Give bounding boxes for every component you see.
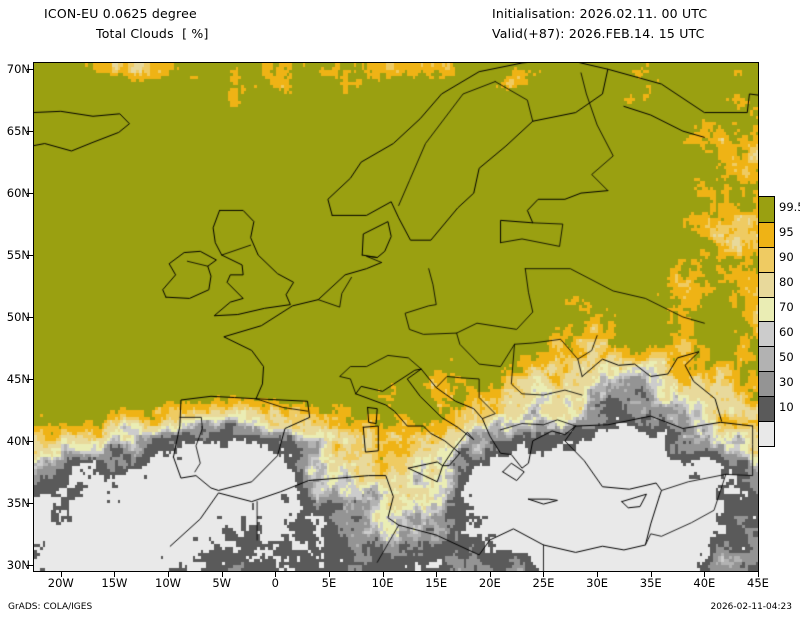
colorbar-tick-label: 50 [779,349,794,364]
lat-tick-mark [27,564,34,566]
lat-tick-label: 55N [6,248,30,263]
colorbar-tick-label: 30 [779,374,794,389]
colorbar-tick-label: 60 [779,324,794,339]
lat-tick-label: 40N [6,433,30,448]
colorbar-band [759,221,774,247]
colorbar-band [759,296,774,322]
lon-tick-mark [650,571,652,577]
lat-tick-mark [27,131,34,133]
lat-tick-label: 30N [6,557,30,572]
lon-tick-label: 20E [478,576,501,590]
lon-tick-mark [436,571,438,577]
colorbar-tick-label: 99.5 [779,200,800,215]
lon-tick-label: 45E [747,576,769,590]
map-plot-area [33,62,759,572]
colorbar-band [759,421,774,446]
lon-tick-label: 30E [586,576,609,590]
lon-tick-label: 10E [371,576,394,590]
lon-tick-label: 0 [271,576,279,590]
colorbar-separator [759,421,774,423]
lat-tick-mark [27,502,34,504]
lon-tick-label: 15E [425,576,448,590]
colorbar-separator [759,321,774,323]
initialisation-label: Initialisation: 2026.02.11. 00 UTC [492,6,708,21]
lat-tick-label: 60N [6,186,30,201]
lon-tick-label: 40E [693,576,716,590]
lat-tick-label: 70N [6,62,30,77]
lon-tick-label: 35E [639,576,662,590]
colorbar-band [759,271,774,297]
colorbar-tick-label: 90 [779,250,794,265]
lon-tick-mark [168,571,170,577]
lon-tick-mark [221,571,223,577]
lon-tick-label: 15W [101,576,128,590]
colorbar-separator [759,246,774,248]
colorbar [758,196,775,447]
lat-tick-mark [27,317,34,318]
model-title: ICON-EU 0.0625 degree [44,6,197,21]
lon-tick-mark [543,571,545,577]
lon-tick-label: 25E [532,576,555,590]
lon-tick-mark [114,571,116,577]
colorbar-band [759,197,774,222]
colorbar-separator [759,396,774,398]
lat-tick-mark [27,378,34,380]
colorbar-tick-label: 10 [779,399,794,414]
lat-tick-label: 45N [6,371,30,386]
colorbar-separator [759,221,774,223]
lat-tick-label: 35N [6,495,30,510]
colorbar-separator [759,346,774,348]
lon-tick-mark [489,571,491,577]
lon-tick-label: 5E [321,576,337,590]
lat-tick-mark [27,440,34,442]
colorbar-band [759,246,774,272]
lon-tick-mark [704,571,706,577]
colorbar-band [759,321,774,347]
lon-tick-mark [758,571,759,577]
lon-tick-mark [382,571,384,577]
lon-tick-label: 20W [47,576,74,590]
render-timestamp: 2026-02-11-04:23 [710,602,793,612]
colorbar-separator [759,371,774,373]
colorbar-separator [759,271,774,273]
lat-tick-label: 50N [6,310,30,324]
lat-tick-label: 65N [6,124,30,139]
grads-credit: GrADS: COLA/IGES [8,602,93,612]
lon-tick-label: 5W [212,576,232,590]
lon-tick-mark [597,571,599,577]
lat-tick-mark [27,69,34,71]
lon-tick-mark [328,571,330,577]
valid-time-label: Valid(+87): 2026.FEB.14. 15 UTC [492,26,705,41]
lat-tick-mark [27,255,34,257]
colorbar-band [759,371,774,397]
lat-tick-mark [27,193,34,195]
colorbar-tick-label: 70 [779,300,794,315]
lon-tick-mark [275,571,277,577]
colorbar-tick-label: 95 [779,225,794,240]
colorbar-separator [759,296,774,298]
cloud-cover-heatmap [34,63,758,571]
colorbar-band [759,346,774,372]
field-title: Total Clouds [ %] [96,26,209,41]
lon-tick-mark [60,571,62,577]
colorbar-band [759,396,774,422]
colorbar-tick-label: 80 [779,275,794,290]
lon-tick-label: 10W [155,576,182,590]
